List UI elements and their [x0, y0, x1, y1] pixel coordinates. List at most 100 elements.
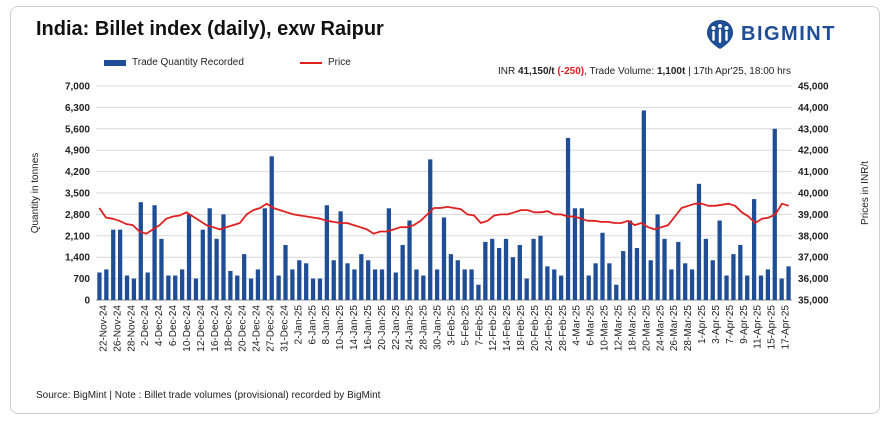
bar[interactable]: [503, 238, 509, 300]
bar[interactable]: [366, 260, 371, 300]
bar[interactable]: [331, 260, 336, 300]
bar[interactable]: [124, 275, 130, 300]
bar[interactable]: [407, 220, 412, 300]
bar[interactable]: [269, 156, 274, 300]
bar[interactable]: [297, 260, 302, 300]
bar[interactable]: [414, 269, 419, 300]
bar[interactable]: [214, 238, 219, 300]
bar[interactable]: [421, 275, 426, 300]
bigmint-logo[interactable]: BIGMINT: [705, 18, 836, 50]
bar[interactable]: [255, 269, 261, 300]
bar[interactable]: [393, 272, 398, 300]
bar[interactable]: [242, 254, 247, 300]
bar[interactable]: [290, 269, 295, 300]
legend-line[interactable]: Price: [300, 57, 351, 68]
bar[interactable]: [448, 254, 454, 300]
bar[interactable]: [159, 238, 164, 300]
bar[interactable]: [724, 275, 729, 300]
bar[interactable]: [669, 269, 674, 300]
bar[interactable]: [517, 244, 522, 300]
bar[interactable]: [276, 275, 281, 300]
bar[interactable]: [731, 254, 736, 300]
bar[interactable]: [248, 278, 254, 300]
bar[interactable]: [345, 263, 350, 300]
bar[interactable]: [310, 278, 316, 300]
bar[interactable]: [579, 208, 584, 300]
bar[interactable]: [683, 263, 688, 300]
bar[interactable]: [689, 269, 695, 300]
bar[interactable]: [572, 208, 578, 300]
bar[interactable]: [186, 214, 192, 300]
bar[interactable]: [476, 284, 481, 300]
bar[interactable]: [600, 232, 605, 300]
bar[interactable]: [386, 208, 392, 300]
bar[interactable]: [469, 269, 474, 300]
bar[interactable]: [786, 266, 791, 300]
bar[interactable]: [228, 270, 233, 300]
bar[interactable]: [111, 229, 116, 300]
bar[interactable]: [152, 205, 157, 300]
bar[interactable]: [180, 269, 185, 300]
bar[interactable]: [207, 208, 212, 300]
bar[interactable]: [545, 266, 550, 300]
bar[interactable]: [324, 205, 329, 300]
bar[interactable]: [655, 214, 660, 300]
bar[interactable]: [538, 235, 543, 300]
bar[interactable]: [428, 159, 433, 300]
bar[interactable]: [751, 199, 757, 300]
bar[interactable]: [758, 275, 764, 300]
bar[interactable]: [262, 208, 267, 300]
bar[interactable]: [359, 254, 364, 300]
bar[interactable]: [400, 244, 405, 300]
bar[interactable]: [104, 269, 109, 300]
bar[interactable]: [434, 269, 440, 300]
bar[interactable]: [559, 275, 564, 300]
bar[interactable]: [552, 269, 557, 300]
bar[interactable]: [745, 275, 750, 300]
legend-bars[interactable]: Trade Quantity Recorded: [104, 57, 244, 68]
bar[interactable]: [166, 275, 171, 300]
bar[interactable]: [717, 220, 722, 300]
bar[interactable]: [372, 269, 378, 300]
bar[interactable]: [662, 238, 667, 300]
bar[interactable]: [531, 238, 536, 300]
bar[interactable]: [200, 229, 205, 300]
bar[interactable]: [235, 275, 240, 300]
bar[interactable]: [586, 275, 591, 300]
bar[interactable]: [483, 241, 488, 300]
bar[interactable]: [283, 244, 288, 300]
bar[interactable]: [593, 263, 598, 300]
bar[interactable]: [524, 278, 529, 300]
bar[interactable]: [138, 202, 143, 300]
bar[interactable]: [648, 260, 653, 300]
bar[interactable]: [304, 263, 309, 300]
bar[interactable]: [221, 214, 226, 300]
bar[interactable]: [779, 278, 784, 300]
bar[interactable]: [710, 260, 715, 300]
bar[interactable]: [317, 278, 323, 300]
bar[interactable]: [173, 275, 178, 300]
bar[interactable]: [145, 272, 150, 300]
bar[interactable]: [490, 238, 495, 300]
bar[interactable]: [614, 284, 619, 300]
bar[interactable]: [738, 244, 743, 300]
bar[interactable]: [352, 269, 357, 300]
bar[interactable]: [627, 220, 633, 300]
bar[interactable]: [607, 263, 612, 300]
bar[interactable]: [131, 278, 137, 300]
bar[interactable]: [338, 211, 343, 300]
bar[interactable]: [703, 238, 708, 300]
bar[interactable]: [462, 269, 467, 300]
bar[interactable]: [676, 241, 681, 300]
bar[interactable]: [455, 260, 460, 300]
bar[interactable]: [496, 248, 502, 300]
bar[interactable]: [641, 110, 646, 300]
bar[interactable]: [441, 217, 447, 300]
price-line[interactable]: [98, 202, 789, 235]
bar[interactable]: [97, 272, 102, 300]
bar[interactable]: [621, 251, 626, 300]
bar[interactable]: [634, 248, 640, 300]
bar[interactable]: [117, 229, 123, 300]
bar[interactable]: [765, 269, 771, 300]
bar[interactable]: [510, 257, 516, 300]
